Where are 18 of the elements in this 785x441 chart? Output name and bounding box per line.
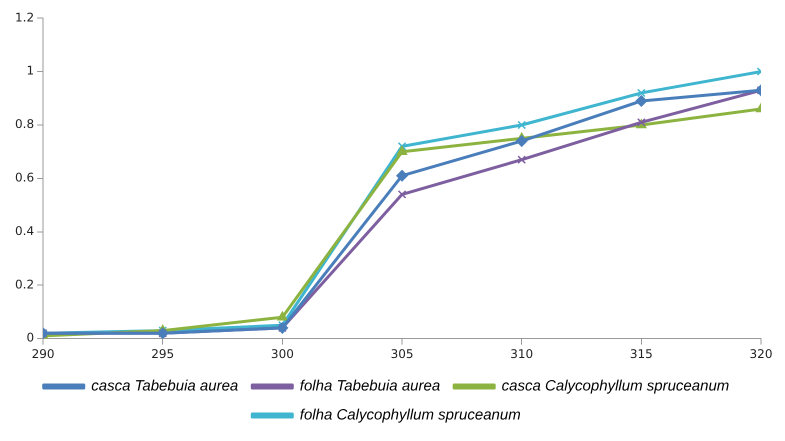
y-tick-label: 0.4 <box>14 224 34 238</box>
y-tick-label: 0.2 <box>14 277 34 292</box>
y-tick-label: 0 <box>26 330 34 345</box>
x-tick-label: 305 <box>390 346 414 361</box>
legend-label: casca Tabebuia aurea <box>91 378 238 395</box>
x-tick-label: 300 <box>270 346 294 361</box>
legend-label: casca Calycophyllum spruceanum <box>502 378 730 395</box>
legend-label: folha Calycophyllum spruceanum <box>300 406 521 424</box>
x-tick-label: 310 <box>510 346 534 361</box>
x-tick-label: 315 <box>630 346 653 361</box>
x-tick-label: 320 <box>750 346 772 361</box>
y-tick-label: 0.8 <box>14 117 34 132</box>
y-tick-label: 0.6 <box>14 170 34 185</box>
y-tick-label: 1.2 <box>14 10 34 24</box>
x-tick-label: 290 <box>32 346 55 361</box>
y-tick-label: 1 <box>26 64 34 78</box>
x-tick-label: 295 <box>151 346 174 361</box>
legend-label: folha Tabebuia aurea <box>300 378 440 395</box>
